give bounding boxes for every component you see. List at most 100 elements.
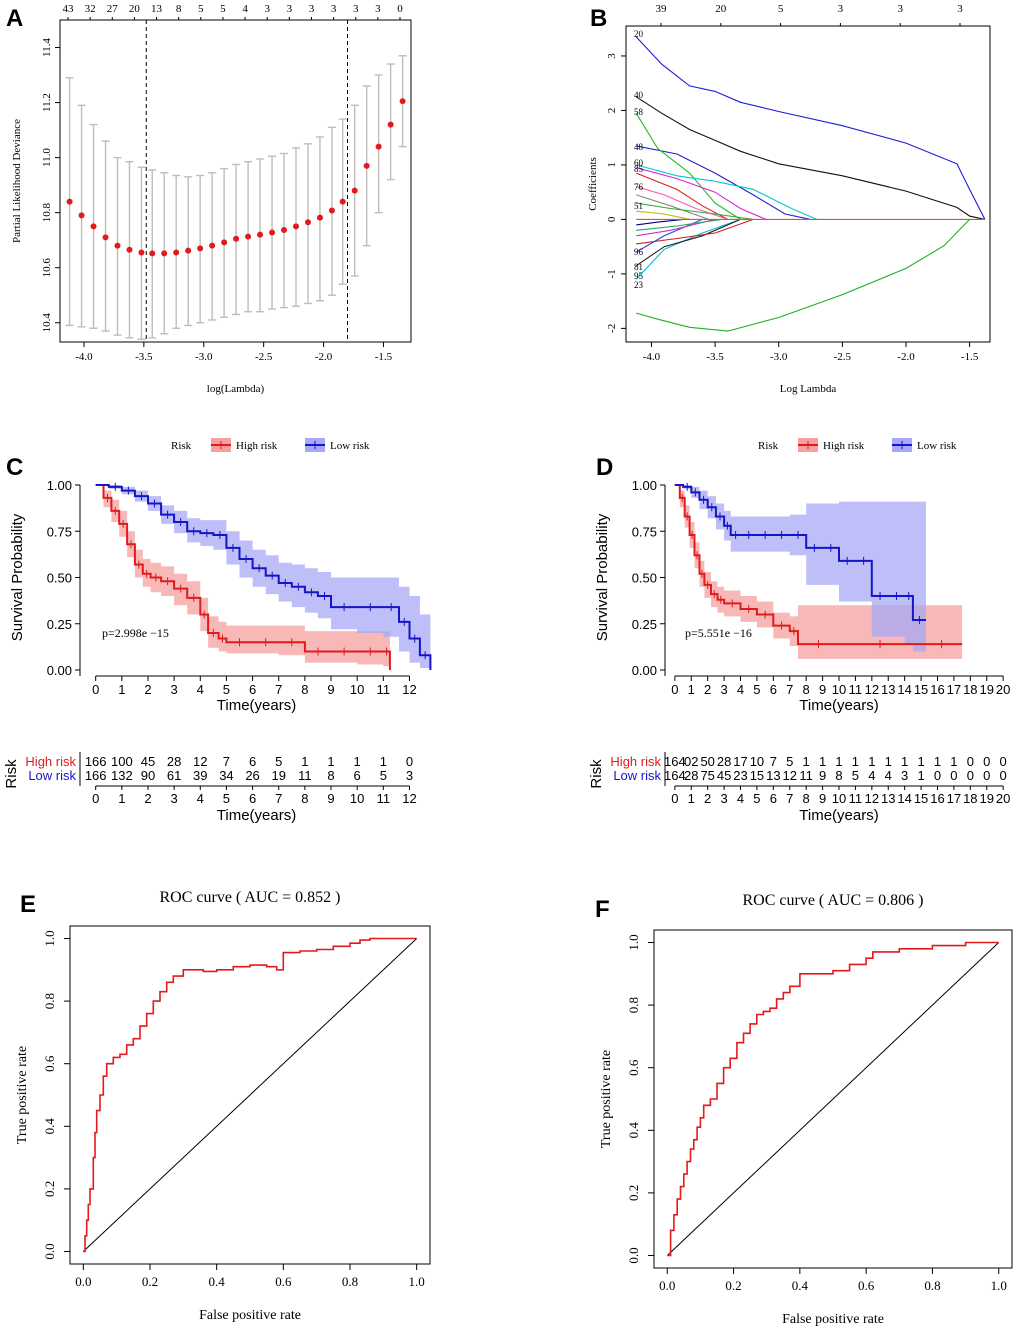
x-tick-label: 1 <box>688 682 695 697</box>
risk-count: 45 <box>717 768 731 783</box>
x-tick-label: 14 <box>897 682 911 697</box>
x-tick-label: 0 <box>92 682 99 697</box>
y-tick-label: 2 <box>606 108 618 114</box>
x-tick-label: -3.0 <box>770 351 788 363</box>
variable-index-label: 20 <box>634 29 644 39</box>
x-tick-label: 5 <box>223 682 230 697</box>
x-tick-label: -1.5 <box>961 351 979 363</box>
risk-count: 45 <box>141 754 155 769</box>
top-count-label: 3 <box>838 3 844 15</box>
top-count-label: 32 <box>85 3 96 15</box>
x-tick-label: -4.0 <box>75 351 93 363</box>
y-tick-label: 0.00 <box>632 663 657 678</box>
panel-label-a: A <box>6 5 23 32</box>
coef-path-black <box>635 96 986 220</box>
x-tick-label: -2.0 <box>315 351 333 363</box>
x-tick-label: 1 <box>118 682 125 697</box>
variable-index-label: 85 <box>634 164 644 174</box>
x-tick-label: 0.0 <box>75 1274 91 1289</box>
x-tick-label: 0.8 <box>342 1274 358 1289</box>
top-count-label: 43 <box>63 3 75 15</box>
panel-label-b: B <box>590 5 607 32</box>
y-axis-label: True positive rate <box>15 1046 30 1144</box>
panel-label-e: E <box>20 891 36 918</box>
deviance-point <box>257 231 264 238</box>
variable-index-label: 51 <box>634 201 643 211</box>
y-tick-label: 0.0 <box>42 1243 57 1259</box>
y-axis-label: Partial Likelihood Deviance <box>11 119 23 243</box>
risk-count: 164 <box>664 754 686 769</box>
risk-x-axis-label: Time(years) <box>217 807 296 824</box>
risk-x-tick-label: 6 <box>770 791 777 806</box>
risk-count: 12 <box>783 768 797 783</box>
legend-title: Risk <box>758 440 779 452</box>
x-tick-label: 3 <box>171 682 178 697</box>
risk-count: 8 <box>835 768 842 783</box>
top-count-label: 3 <box>957 3 963 15</box>
risk-count: 34 <box>219 768 233 783</box>
x-tick-label: -3.5 <box>135 351 153 363</box>
x-tick-label: 7 <box>786 682 793 697</box>
y-axis-label: Survival Probability <box>594 513 611 641</box>
x-tick-label: 0.6 <box>858 1278 875 1293</box>
top-count-label: 13 <box>151 3 163 15</box>
x-tick-label: 0.6 <box>275 1274 292 1289</box>
diagonal-reference-line <box>82 938 418 1252</box>
x-tick-label: 7 <box>275 682 282 697</box>
x-tick-label: 0.8 <box>924 1278 940 1293</box>
x-tick-label: 17 <box>947 682 961 697</box>
top-count-label: 0 <box>397 3 403 15</box>
y-tick-label: 0.25 <box>632 617 657 632</box>
risk-count: 1 <box>917 754 924 769</box>
risk-x-tick-label: 10 <box>832 791 846 806</box>
risk-x-tick-label: 4 <box>737 791 744 806</box>
coef-path-yellow-1 <box>636 210 690 220</box>
coef-path-green-2 <box>636 202 754 220</box>
variable-index-label: 60 <box>634 158 644 168</box>
y-axis-label: Coefficients <box>587 157 599 211</box>
risk-count: 4 <box>885 768 892 783</box>
deviance-point <box>363 162 370 169</box>
risk-count: 1 <box>868 754 875 769</box>
coef-path-cyan-1 <box>636 164 818 220</box>
top-count-label: 5 <box>778 3 784 15</box>
risk-count: 10 <box>750 754 764 769</box>
coef-path-blue-top <box>635 36 986 220</box>
top-count-label: 3 <box>264 3 270 15</box>
x-tick-label: 12 <box>865 682 879 697</box>
plot-frame <box>625 25 991 343</box>
risk-count: 6 <box>249 754 256 769</box>
x-tick-label: 0.2 <box>142 1274 158 1289</box>
risk-count: 39 <box>193 768 207 783</box>
deviance-point <box>90 223 97 230</box>
risk-x-tick-label: 7 <box>786 791 793 806</box>
legend-label-low: Low risk <box>917 440 957 452</box>
y-tick-label: 3 <box>606 53 618 59</box>
x-tick-label: 18 <box>963 682 977 697</box>
x-tick-label: -2.5 <box>255 351 273 363</box>
y-tick-label: 0.25 <box>47 617 72 632</box>
risk-count: 1 <box>950 754 957 769</box>
x-axis-label: log(Lambda) <box>207 383 265 395</box>
survival-curve-high-risk <box>674 484 963 646</box>
x-tick-label: 5 <box>753 682 760 697</box>
risk-x-tick-label: 3 <box>720 791 727 806</box>
risk-x-tick-label: 5 <box>223 791 230 806</box>
roc-curve <box>83 937 417 1253</box>
y-tick-label: 10.4 <box>41 313 53 333</box>
p-value-label: p=5.551e −16 <box>685 626 752 640</box>
risk-count: 26 <box>245 768 259 783</box>
deviance-point <box>138 249 145 256</box>
risk-x-tick-label: 18 <box>963 791 977 806</box>
risk-count: 7 <box>223 754 230 769</box>
risk-count: 0 <box>967 754 974 769</box>
risk-table-title: Risk <box>3 759 20 789</box>
variable-index-label: 81 <box>634 262 643 272</box>
risk-x-tick-label: 2 <box>704 791 711 806</box>
deviance-point <box>114 242 121 249</box>
deviance-point <box>375 143 382 150</box>
risk-count: 50 <box>700 754 714 769</box>
